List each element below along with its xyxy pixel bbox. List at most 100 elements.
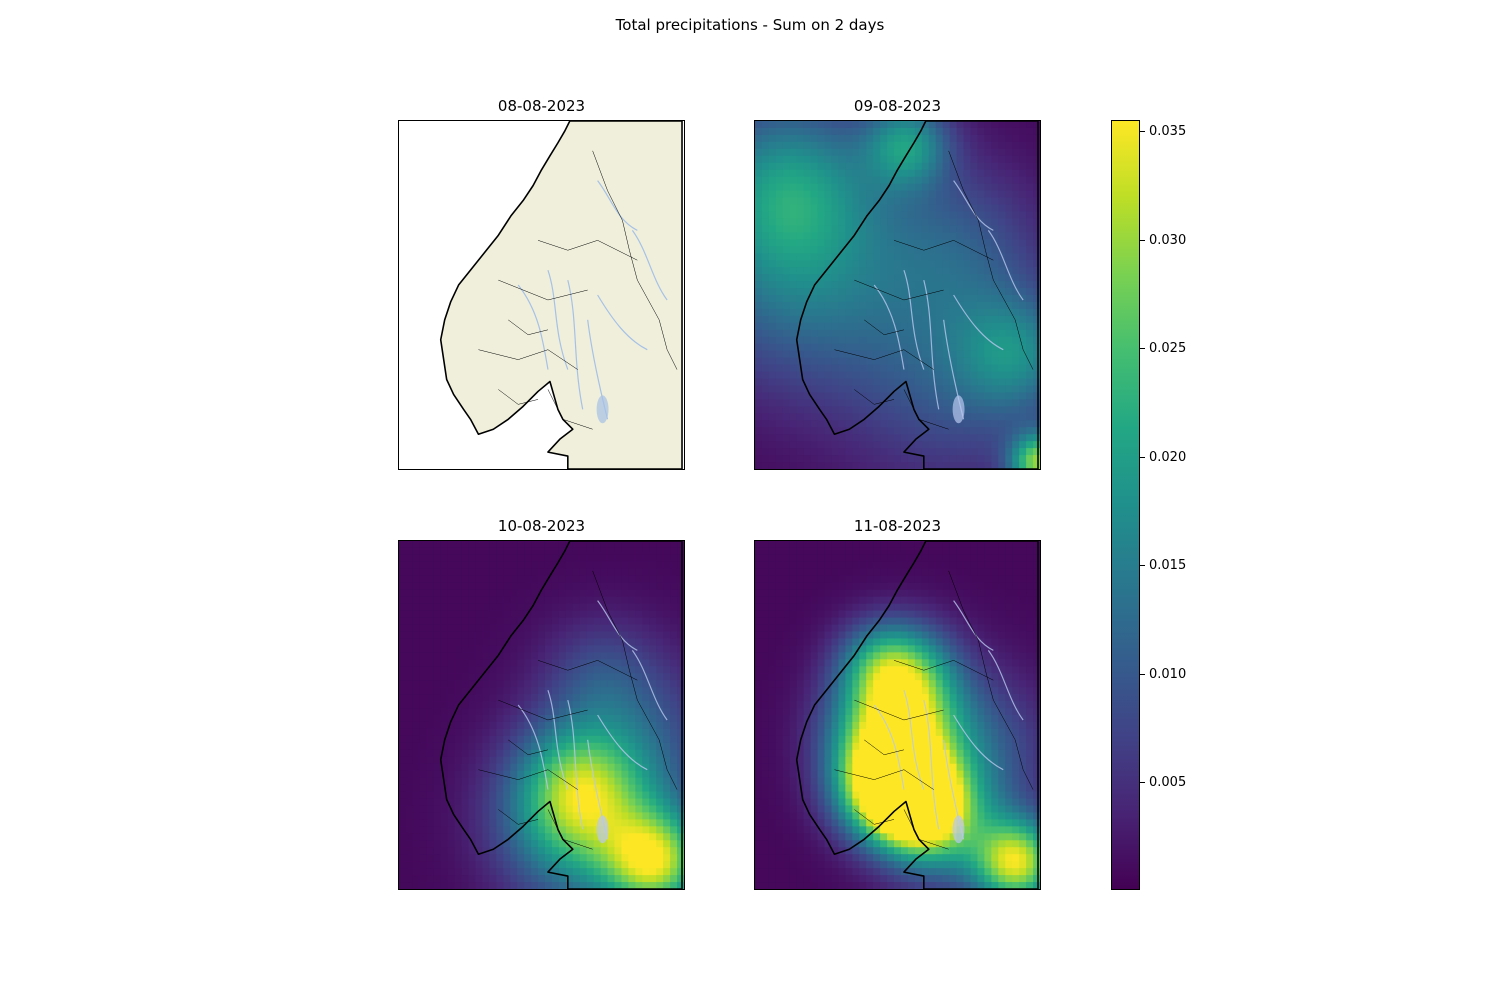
precip-cell — [803, 434, 812, 442]
precip-cell — [845, 197, 853, 206]
map-panel-basemap — [398, 120, 685, 470]
precip-cell — [447, 742, 456, 751]
precip-cell — [600, 701, 609, 709]
precip-cell — [782, 176, 791, 185]
precip-cell — [489, 603, 497, 612]
precip-cell — [803, 378, 812, 386]
precip-cell — [628, 582, 636, 591]
precip-cell — [517, 847, 525, 855]
precip-cell — [510, 819, 518, 827]
precip-cell — [614, 728, 622, 737]
precip-cell — [405, 568, 414, 577]
precip-cell — [782, 162, 791, 171]
precip-cell — [782, 434, 791, 442]
precip-cell — [461, 742, 470, 751]
precip-cell — [900, 301, 909, 310]
precip-cell — [405, 728, 414, 737]
precip-cell — [866, 155, 874, 164]
precip-cell — [503, 652, 511, 660]
precip-cell — [558, 603, 567, 612]
precip-cell — [963, 295, 971, 303]
precip-cell — [845, 378, 853, 386]
precip-cell — [614, 805, 622, 813]
precip-cell — [880, 631, 888, 639]
precip-cell — [970, 350, 978, 359]
precip-cell — [440, 547, 449, 556]
precip-cell — [894, 176, 902, 185]
precip-cell — [461, 673, 470, 681]
precip-cell — [873, 575, 881, 584]
precip-cell — [755, 148, 763, 157]
precip-cell — [991, 589, 999, 598]
panel-title-1: 08-08-2023 — [497, 97, 586, 115]
precip-cell — [419, 680, 428, 688]
precip-cell — [963, 420, 971, 428]
precip-cell — [670, 763, 678, 772]
precip-cell — [663, 749, 671, 758]
precip-cell — [894, 162, 902, 171]
precip-cell — [670, 749, 678, 758]
precip-cell — [1005, 617, 1013, 626]
precip-cell — [768, 568, 777, 577]
precip-cell — [907, 554, 916, 563]
precip-cell — [907, 371, 916, 380]
precip-cell — [489, 582, 497, 591]
precip-cell — [942, 308, 951, 317]
precip-cell — [1019, 371, 1027, 380]
precip-cell — [419, 645, 428, 653]
precip-cell — [649, 777, 657, 786]
precip-cell — [852, 364, 860, 373]
precip-cell — [921, 596, 930, 605]
precip-cell — [831, 385, 839, 393]
precip-cell — [538, 701, 546, 709]
precip-cell — [984, 455, 992, 463]
precip-cell — [565, 547, 574, 556]
precip-cell — [963, 336, 971, 345]
precip-cell — [1033, 371, 1040, 380]
precip-cell — [873, 561, 881, 570]
precip-cell — [963, 547, 971, 556]
precip-cell — [544, 833, 553, 841]
precip-cell — [761, 232, 770, 240]
precip-cell — [914, 239, 923, 247]
precip-cell — [579, 735, 588, 744]
precip-cell — [412, 694, 421, 702]
precip-cell — [949, 336, 958, 345]
precip-cell — [900, 392, 909, 400]
precip-cell — [419, 541, 428, 549]
precip-cell — [949, 211, 958, 219]
precip-cell — [447, 784, 456, 793]
precip-cell — [859, 350, 867, 359]
precip-cell — [1033, 350, 1040, 359]
precip-cell — [600, 547, 609, 556]
precip-cell — [670, 854, 678, 862]
precip-cell — [859, 589, 867, 598]
precip-cell — [768, 406, 777, 414]
precip-cell — [538, 617, 546, 626]
precip-cell — [900, 134, 909, 143]
precip-cell — [475, 652, 483, 660]
precip-cell — [475, 826, 483, 834]
precip-cell — [956, 190, 965, 199]
precip-cell — [859, 666, 867, 674]
precip-cell — [838, 541, 846, 549]
precip-cell — [1012, 406, 1020, 414]
precip-cell — [942, 148, 951, 157]
precip-cell — [998, 162, 1006, 171]
precip-cell — [496, 784, 504, 793]
precip-cell — [942, 589, 951, 598]
precip-cell — [635, 701, 643, 709]
precip-cell — [482, 659, 490, 667]
precip-cell — [419, 694, 428, 702]
precip-cell — [503, 840, 511, 848]
precip-cell — [551, 798, 560, 806]
precip-cell — [677, 554, 684, 563]
precip-cell — [866, 666, 874, 674]
precip-cell — [768, 385, 777, 393]
precip-cell — [928, 364, 937, 373]
precip-cell — [914, 399, 923, 407]
precip-cell — [914, 288, 923, 296]
precip-cell — [593, 568, 602, 577]
precip-cell — [461, 652, 470, 660]
precip-cell — [880, 659, 888, 667]
